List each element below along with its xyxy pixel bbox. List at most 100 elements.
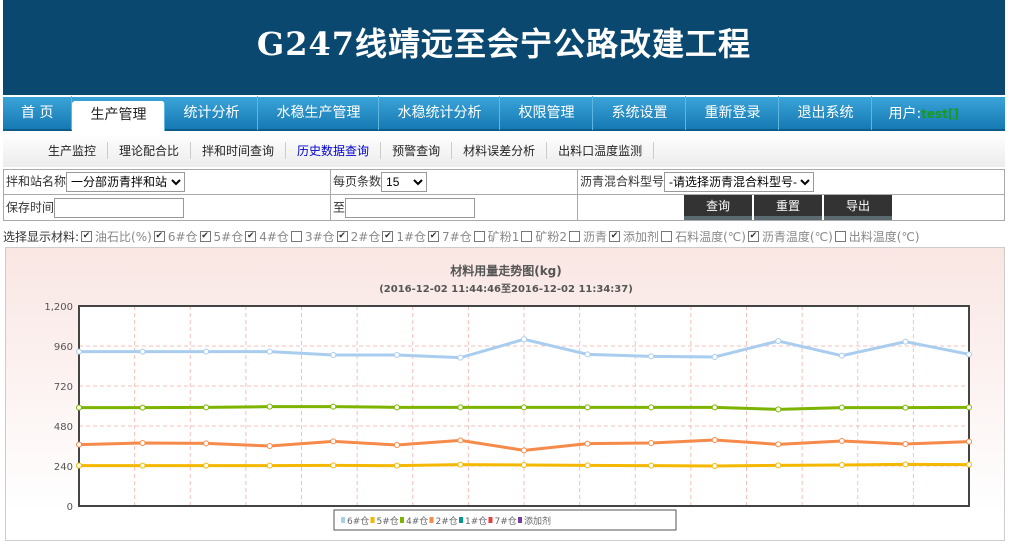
material-checkbox[interactable]: ✔ bbox=[153, 231, 165, 242]
data-point bbox=[775, 338, 782, 344]
station-label: 拌和站名称 bbox=[6, 174, 67, 189]
chart-subtitle: (2016-12-02 11:44:46至2016-12-02 11:34:37… bbox=[379, 283, 633, 295]
user-name: test[] bbox=[921, 107, 959, 121]
data-point bbox=[584, 440, 591, 447]
material-checkbox-label: 添加剂 bbox=[623, 230, 660, 244]
mix-select[interactable]: -请选择沥青混合料型号- bbox=[664, 172, 815, 192]
material-checkbox-label: 沥青温度(℃) bbox=[761, 230, 833, 244]
data-point bbox=[139, 462, 146, 469]
data-point bbox=[711, 437, 718, 443]
data-point bbox=[330, 462, 337, 469]
nav-item-4[interactable]: 水稳统计分析 bbox=[379, 96, 501, 130]
data-point bbox=[966, 438, 972, 445]
legend-label: 2#仓 bbox=[436, 515, 458, 527]
material-checkbox[interactable] bbox=[473, 231, 485, 242]
data-point bbox=[139, 440, 146, 446]
legend-swatch bbox=[518, 517, 522, 523]
material-checkbox[interactable]: ✔ bbox=[245, 231, 257, 242]
data-point bbox=[457, 461, 464, 468]
legend-label: 4#仓 bbox=[406, 515, 428, 527]
material-usage-chart: 0 240 480 720 960 1,200 材料用量走势图(kg) (2016-12-02… bbox=[44, 263, 972, 531]
data-point bbox=[902, 461, 909, 468]
user-info: 用户:test[] bbox=[872, 103, 958, 123]
material-checkbox[interactable] bbox=[661, 231, 673, 242]
data-point bbox=[902, 404, 909, 411]
material-checkbox[interactable] bbox=[290, 231, 302, 242]
data-point bbox=[203, 404, 210, 411]
material-label: 选择显示材料: bbox=[3, 230, 80, 244]
data-point bbox=[76, 404, 82, 411]
data-point bbox=[330, 352, 337, 358]
material-checkbox[interactable] bbox=[569, 231, 581, 242]
nav-item-5[interactable]: 权限管理 bbox=[500, 96, 594, 130]
subnav-item-5[interactable]: 材料误差分析 bbox=[452, 141, 548, 159]
data-point bbox=[521, 447, 527, 454]
data-point bbox=[648, 353, 655, 360]
material-checkbox[interactable]: ✔ bbox=[382, 231, 394, 242]
nav-item-1[interactable]: 生产管理 bbox=[72, 101, 166, 131]
material-checkbox[interactable]: ✔ bbox=[609, 231, 621, 242]
material-selector: 选择显示材料: ✔ 油石比(%) ✔ 6#仓 ✔ 5#仓 ✔ 4#仓 3#仓 ✔ 2#仓 ✔ 1#仓 ✔ 7#… bbox=[3, 227, 1005, 246]
material-checkbox-label: 出料温度(℃) bbox=[848, 230, 920, 244]
subnav-item-2[interactable]: 拌和时间查询 bbox=[191, 141, 287, 159]
data-point bbox=[584, 462, 591, 469]
material-checkbox[interactable]: ✔ bbox=[428, 231, 440, 242]
material-checkbox[interactable]: ✔ bbox=[336, 231, 348, 242]
data-point bbox=[584, 404, 591, 411]
filter-form: 拌和站名称 一分部沥青拌和站 每页条数 15 沥青混合料型号 -请选择沥青混合料型号-… bbox=[3, 169, 1005, 221]
nav-item-0[interactable]: 首 页 bbox=[3, 96, 73, 130]
data-point bbox=[966, 404, 972, 411]
data-point bbox=[584, 351, 591, 358]
data-point bbox=[711, 404, 718, 411]
data-point bbox=[393, 462, 400, 469]
legend-label: 添加剂 bbox=[524, 515, 551, 527]
data-point bbox=[521, 336, 527, 343]
subnav-item-1[interactable]: 理论配合比 bbox=[108, 141, 192, 159]
chart-title: 材料用量走势图(kg) bbox=[449, 263, 562, 278]
data-point bbox=[521, 404, 527, 411]
data-point bbox=[457, 437, 464, 444]
nav-item-3[interactable]: 水稳生产管理 bbox=[258, 96, 380, 130]
data-point bbox=[902, 441, 909, 447]
data-point bbox=[711, 354, 718, 360]
material-checkbox[interactable]: ✔ bbox=[747, 231, 759, 242]
station-select[interactable]: 一分部沥青拌和站 bbox=[66, 172, 186, 192]
page-size-select[interactable]: 15 bbox=[381, 172, 428, 192]
data-point bbox=[266, 443, 273, 449]
subnav-item-3[interactable]: 历史数据查询 bbox=[286, 141, 382, 159]
nav-item-6[interactable]: 系统设置 bbox=[593, 96, 687, 130]
data-point bbox=[521, 462, 527, 468]
data-point bbox=[838, 404, 845, 411]
material-checkbox[interactable]: ✔ bbox=[81, 231, 93, 242]
legend-label: 6#仓 bbox=[347, 515, 369, 527]
data-point bbox=[330, 403, 337, 410]
query-button[interactable]: 查询 bbox=[684, 195, 752, 220]
export-button[interactable]: 导出 bbox=[824, 195, 892, 220]
material-checkbox-label: 矿粉2 bbox=[535, 230, 568, 244]
material-checkbox-label: 石料温度(℃) bbox=[675, 230, 746, 244]
material-checkbox[interactable]: ✔ bbox=[199, 231, 211, 242]
subnav-item-4[interactable]: 预警查询 bbox=[381, 141, 453, 159]
subnav-item-6[interactable]: 出料口温度监测 bbox=[547, 141, 655, 159]
material-checkbox-label: 7#仓 bbox=[442, 230, 472, 244]
save-time-to-input[interactable] bbox=[345, 197, 476, 218]
nav-item-7[interactable]: 重新登录 bbox=[686, 96, 780, 130]
nav-item-8[interactable]: 退出系统 bbox=[779, 96, 873, 130]
material-checkbox[interactable] bbox=[521, 231, 533, 242]
legend-swatch bbox=[488, 517, 493, 523]
legend-swatch bbox=[370, 517, 375, 523]
save-time-from-input[interactable] bbox=[54, 197, 185, 218]
data-point bbox=[966, 461, 972, 468]
legend-swatch bbox=[341, 517, 345, 523]
subnav-item-0[interactable]: 生产监控 bbox=[37, 141, 109, 159]
legend-swatch bbox=[459, 517, 463, 523]
legend-swatch bbox=[400, 517, 404, 523]
data-point bbox=[648, 462, 655, 469]
mix-label: 沥青混合料型号 bbox=[580, 174, 665, 189]
nav-item-2[interactable]: 统计分析 bbox=[165, 96, 259, 130]
reset-button[interactable]: 重置 bbox=[754, 195, 822, 220]
data-point bbox=[203, 462, 210, 469]
data-point bbox=[266, 348, 273, 355]
material-checkbox[interactable] bbox=[834, 231, 846, 242]
data-point bbox=[203, 440, 210, 447]
